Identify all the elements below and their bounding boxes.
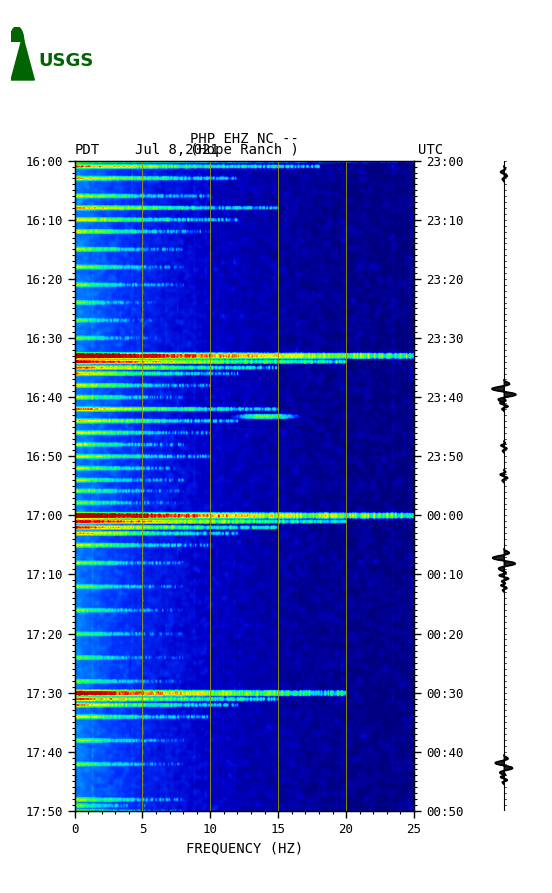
Text: PHP EHZ NC --: PHP EHZ NC -- xyxy=(190,132,299,146)
Text: USGS: USGS xyxy=(39,52,94,70)
Polygon shape xyxy=(10,27,24,41)
Text: UTC: UTC xyxy=(418,143,444,157)
Text: Jul 8,2021: Jul 8,2021 xyxy=(135,143,219,157)
Text: PDT: PDT xyxy=(75,143,100,157)
Polygon shape xyxy=(11,37,34,80)
X-axis label: FREQUENCY (HZ): FREQUENCY (HZ) xyxy=(185,841,303,855)
Text: (Hope Ranch ): (Hope Ranch ) xyxy=(190,143,299,157)
